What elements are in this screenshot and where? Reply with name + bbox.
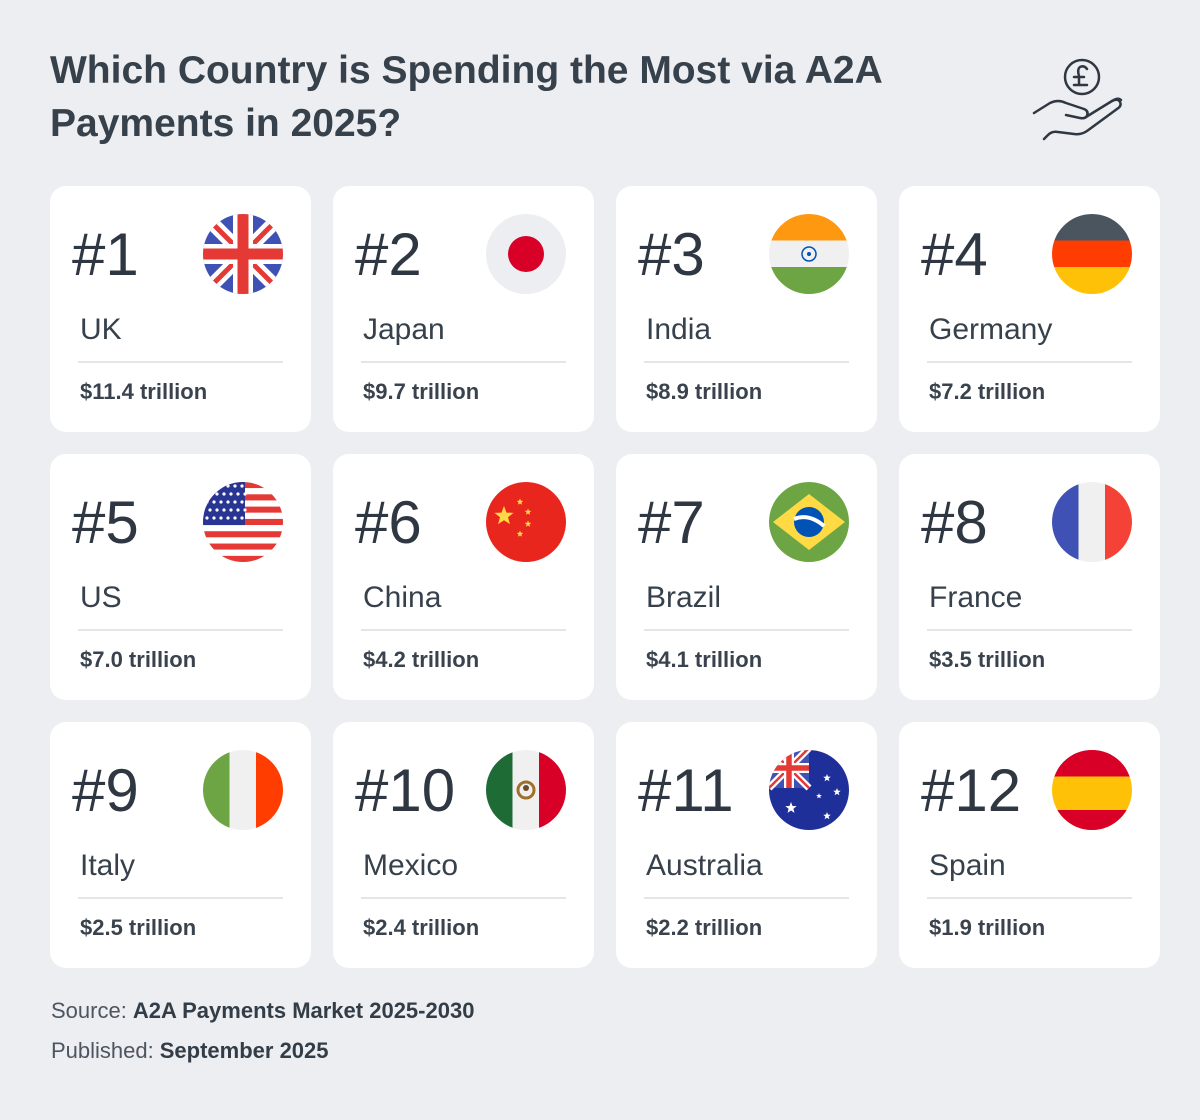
country-name: US: [80, 581, 122, 614]
divider: [927, 361, 1132, 363]
country-name: Mexico: [363, 849, 459, 882]
country-card: #11 Australia $2.2 trillion: [616, 722, 877, 968]
rank: #4: [921, 221, 988, 288]
country-name: India: [646, 313, 712, 346]
flag: [1052, 214, 1132, 299]
rank: #10: [355, 757, 456, 824]
country-card: #7 Brazil $4.1 trillion: [616, 454, 877, 700]
rank: #11: [638, 757, 734, 824]
rank: #5: [72, 489, 139, 556]
divider: [78, 629, 283, 631]
flag: [769, 750, 849, 835]
spending-value: $7.0 trillion: [80, 647, 197, 672]
source-text: A2A Payments Market 2025-2030: [132, 998, 475, 1023]
divider: [78, 361, 283, 363]
title: Which Country is Spending the Most via A…: [50, 49, 882, 145]
flag-icon: [203, 750, 283, 830]
divider: [927, 897, 1132, 899]
country-card: #5 US $7.0 trillion: [50, 454, 311, 700]
country-card: #10 Mexico $2.4 trillion: [333, 722, 594, 968]
spending-value: $9.7 trillion: [363, 379, 480, 404]
country-card: #6 China $4.2 trillion: [333, 454, 594, 700]
flag-icon: [769, 482, 849, 562]
flag-icon: [203, 482, 283, 562]
flag: [769, 482, 849, 567]
rank: #8: [921, 489, 988, 556]
rank: #12: [921, 757, 1022, 824]
flag: [1052, 750, 1132, 835]
flag: [486, 482, 566, 567]
spending-value: $2.5 trillion: [80, 915, 197, 940]
spending-value: $11.4 trillion: [80, 379, 208, 404]
flag: [486, 214, 566, 299]
country-card: #2 Japan $9.7 trillion: [333, 186, 594, 432]
hand-coin-icon: [1032, 58, 1123, 141]
divider: [644, 629, 849, 631]
flag-icon: [486, 482, 566, 562]
flag: [203, 214, 283, 299]
country-card: #4 Germany $7.2 trillion: [899, 186, 1160, 432]
flag: [1052, 482, 1132, 567]
country-name: Brazil: [646, 581, 722, 614]
country-card: #1 UK $11.4 trillion: [50, 186, 311, 432]
source-line: Source: A2A Payments Market 2025-2030: [51, 997, 474, 1025]
source-label: Source:: [51, 998, 127, 1023]
spending-value: $4.1 trillion: [646, 647, 763, 672]
rank: #3: [638, 221, 705, 288]
country-name: Italy: [80, 849, 136, 882]
country-name: UK: [80, 313, 122, 346]
published-line: Published: September 2025: [51, 1037, 329, 1065]
rank: #9: [72, 757, 139, 824]
flag: [486, 750, 566, 835]
spending-value: $7.2 trillion: [929, 379, 1046, 404]
spending-value: $1.9 trillion: [929, 915, 1046, 940]
divider: [644, 361, 849, 363]
spending-value: $8.9 trillion: [646, 379, 763, 404]
flag-icon: [769, 214, 849, 294]
country-card: #9 Italy $2.5 trillion: [50, 722, 311, 968]
country-name: Australia: [646, 849, 763, 882]
spending-value: $2.2 trillion: [646, 915, 763, 940]
divider: [361, 629, 566, 631]
flag-icon: [486, 750, 566, 830]
flag: [203, 482, 283, 567]
country-name: China: [363, 581, 442, 614]
spending-value: $2.4 trillion: [363, 915, 480, 940]
flag-icon: [1052, 214, 1132, 294]
country-name: Japan: [363, 313, 445, 346]
country-name: Germany: [929, 313, 1053, 346]
published-text: September 2025: [159, 1038, 329, 1063]
divider: [78, 897, 283, 899]
divider: [927, 629, 1132, 631]
rank: #2: [355, 221, 422, 288]
flag-icon: [203, 214, 283, 294]
rank: #7: [638, 489, 705, 556]
rank: #1: [72, 221, 139, 288]
flag-icon: [769, 750, 849, 830]
flag-icon: [1052, 750, 1132, 830]
spending-value: $4.2 trillion: [363, 647, 480, 672]
flag: [769, 214, 849, 299]
country-name: Spain: [929, 849, 1006, 882]
flag-icon: [1052, 482, 1132, 562]
rank: #6: [355, 489, 422, 556]
divider: [361, 361, 566, 363]
country-card: #3 India $8.9 trillion: [616, 186, 877, 432]
published-label: Published:: [51, 1038, 154, 1063]
country-name: France: [929, 581, 1023, 614]
spending-value: $3.5 trillion: [929, 647, 1046, 672]
country-card: #8 France $3.5 trillion: [899, 454, 1160, 700]
flag-icon: [486, 214, 566, 294]
flag: [203, 750, 283, 835]
country-card: #12 Spain $1.9 trillion: [899, 722, 1160, 968]
divider: [644, 897, 849, 899]
divider: [361, 897, 566, 899]
